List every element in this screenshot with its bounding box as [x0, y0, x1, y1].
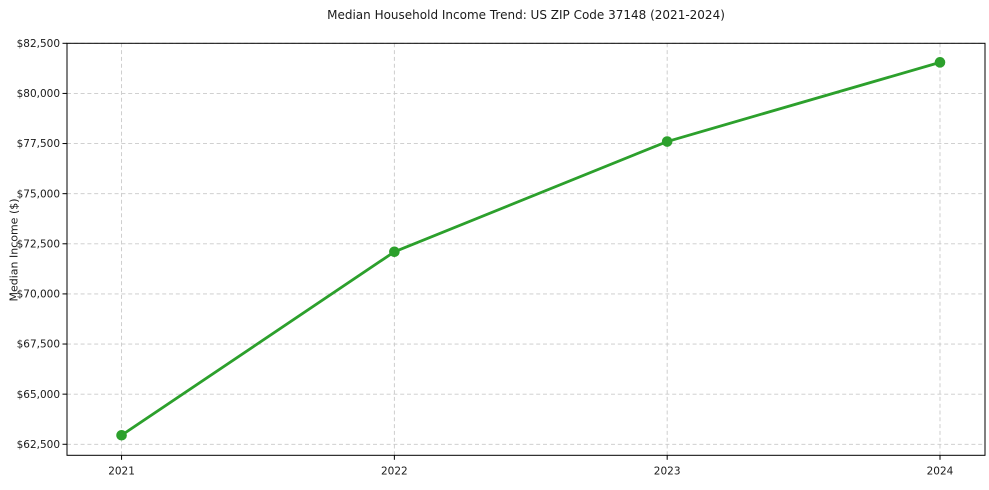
y-tick-label: $75,000 [17, 188, 60, 200]
y-tick-label: $67,500 [17, 339, 60, 351]
trend-line [120, 60, 942, 437]
x-tick-label: 2021 [108, 465, 135, 477]
data-point-2022 [389, 246, 400, 258]
data-point-2021 [116, 429, 127, 441]
x-tick-label: 2023 [654, 465, 681, 477]
y-tick-label: $80,000 [17, 88, 60, 100]
y-tick-label: $77,500 [17, 138, 60, 150]
plot-border [66, 42, 986, 456]
chart-title: Median Household Income Trend: US ZIP Co… [327, 8, 725, 22]
x-tick-label: 2022 [381, 465, 408, 477]
y-tick-label: $65,000 [17, 389, 60, 401]
data-point-2023 [661, 136, 673, 147]
y-tick-label: $72,500 [17, 238, 60, 250]
data-point-2024 [934, 57, 946, 68]
y-tick-label: $82,500 [17, 38, 60, 50]
y-tick-label: $62,500 [17, 439, 60, 451]
y-tick-label: $70,000 [17, 289, 60, 301]
x-tick-label: 2024 [927, 465, 954, 477]
